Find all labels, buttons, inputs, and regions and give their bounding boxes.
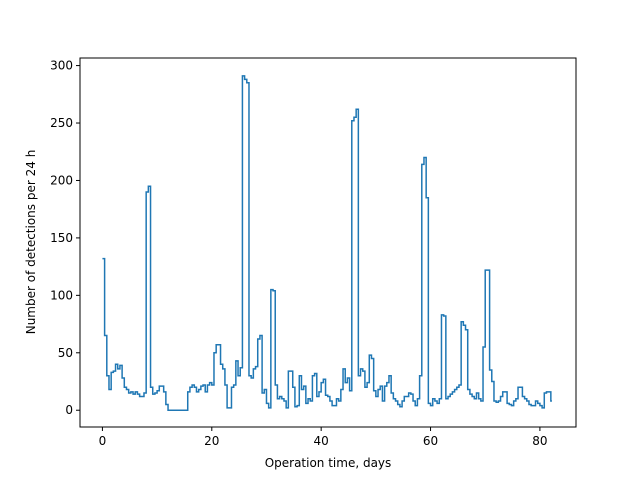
x-tick-label: 0 bbox=[99, 434, 107, 448]
y-axis-label: Number of detections per 24 h bbox=[24, 150, 38, 335]
y-tick-label: 250 bbox=[50, 116, 73, 130]
plot-area bbox=[80, 58, 576, 427]
x-tick-label: 80 bbox=[532, 434, 547, 448]
y-tick-label: 0 bbox=[65, 403, 73, 417]
y-tick-label: 200 bbox=[50, 173, 73, 187]
y-tick-label: 50 bbox=[58, 346, 73, 360]
x-tick-label: 40 bbox=[314, 434, 329, 448]
x-axis-ticks: 0 20 40 60 80 bbox=[99, 427, 548, 448]
x-axis-label: Operation time, days bbox=[265, 456, 392, 470]
y-axis-ticks: 0 50 100 150 200 250 300 bbox=[50, 59, 80, 417]
x-tick-label: 60 bbox=[423, 434, 438, 448]
y-tick-label: 150 bbox=[50, 231, 73, 245]
series-line-0 bbox=[102, 75, 552, 411]
plot-frame bbox=[79, 57, 577, 428]
x-tick-label: 20 bbox=[204, 434, 219, 448]
series-layer bbox=[102, 75, 552, 411]
y-tick-label: 300 bbox=[50, 59, 73, 73]
y-tick-label: 100 bbox=[50, 288, 73, 302]
